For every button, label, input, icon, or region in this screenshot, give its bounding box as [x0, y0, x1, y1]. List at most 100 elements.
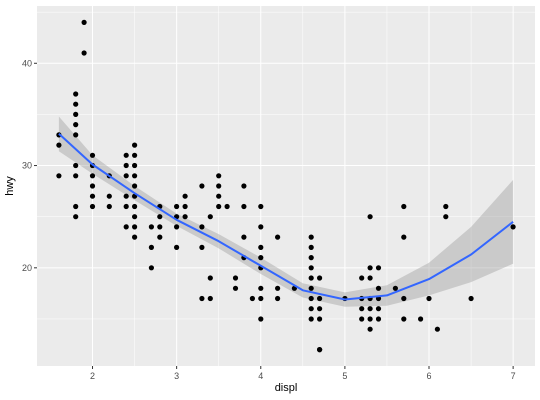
data-point — [199, 183, 205, 189]
data-point — [308, 244, 314, 250]
data-point — [199, 224, 205, 230]
x-axis-ticks: 2 3 4 5 6 7 — [90, 366, 516, 381]
data-point — [258, 255, 264, 261]
data-point — [317, 295, 323, 302]
data-point — [132, 183, 138, 189]
data-point — [308, 316, 314, 322]
x-tick-label: 3 — [174, 371, 179, 381]
data-point — [132, 162, 138, 169]
data-point — [89, 193, 96, 199]
data-point — [367, 306, 373, 312]
data-point — [174, 244, 180, 250]
smooth-fit-line — [58, 133, 514, 301]
data-point — [401, 203, 407, 210]
x-tick-label: 7 — [511, 371, 516, 381]
x-tick-label: 2 — [90, 371, 95, 381]
data-point — [56, 173, 62, 179]
data-point — [308, 295, 314, 302]
data-point — [157, 234, 163, 240]
data-point — [157, 224, 163, 230]
data-point — [182, 214, 188, 220]
data-point — [216, 173, 222, 179]
data-point — [401, 316, 407, 322]
data-point — [510, 224, 516, 230]
data-point — [375, 265, 382, 271]
data-point — [216, 203, 222, 210]
data-point — [258, 295, 264, 302]
data-point — [367, 214, 373, 220]
data-point — [132, 173, 138, 179]
data-point — [275, 234, 281, 240]
data-point — [182, 193, 188, 199]
data-point — [89, 183, 96, 189]
data-point — [132, 152, 138, 158]
data-point — [73, 122, 79, 128]
data-point — [258, 285, 264, 291]
y-tick-label: 40 — [22, 58, 32, 68]
x-tick-label: 5 — [342, 371, 347, 381]
data-point — [224, 203, 230, 210]
data-point — [182, 203, 188, 210]
data-point — [132, 224, 138, 230]
data-point — [317, 316, 323, 322]
data-point — [418, 316, 424, 322]
data-point — [241, 183, 247, 189]
data-point — [148, 265, 154, 271]
data-point — [367, 275, 373, 281]
data-point — [258, 203, 264, 210]
y-axis-title: hwy — [4, 176, 16, 196]
data-point — [106, 203, 112, 210]
data-point — [123, 162, 129, 169]
data-point — [241, 234, 247, 240]
data-point — [132, 203, 138, 210]
data-point — [207, 214, 213, 220]
data-point — [216, 183, 222, 189]
data-point — [443, 214, 449, 220]
data-point — [443, 203, 449, 210]
data-point — [392, 285, 398, 291]
data-point — [89, 203, 96, 210]
data-point — [375, 306, 382, 312]
smooth-line-layer — [58, 133, 514, 301]
data-point — [426, 295, 432, 302]
data-point — [308, 255, 314, 261]
data-point — [73, 173, 79, 179]
major-gridlines — [37, 6, 535, 366]
y-tick-label: 30 — [22, 161, 32, 171]
data-point — [73, 162, 79, 169]
data-point — [123, 193, 129, 199]
data-point — [401, 234, 407, 240]
data-point — [132, 234, 138, 240]
data-point — [123, 152, 129, 158]
data-point — [207, 275, 213, 281]
data-point — [132, 142, 138, 148]
data-point — [359, 275, 365, 281]
data-point — [148, 244, 154, 250]
data-point — [308, 275, 314, 281]
plot-panel — [37, 6, 535, 366]
data-point — [232, 285, 239, 291]
data-point — [199, 295, 205, 302]
data-point — [73, 91, 79, 97]
data-point — [258, 316, 264, 322]
data-point — [106, 193, 112, 199]
data-point — [73, 111, 79, 117]
data-point — [174, 224, 180, 230]
data-point — [359, 316, 365, 322]
data-point — [207, 295, 213, 302]
data-point — [73, 132, 79, 138]
data-point — [275, 295, 281, 302]
y-axis-ticks: 20 30 40 — [22, 58, 37, 273]
data-point — [308, 285, 314, 291]
data-point — [232, 275, 239, 281]
data-point — [73, 101, 79, 107]
data-point — [249, 295, 255, 302]
data-point — [81, 50, 87, 56]
data-point — [123, 203, 129, 210]
points-layer — [56, 19, 516, 353]
data-point — [375, 285, 382, 291]
minor-gridlines — [37, 6, 535, 366]
data-point — [317, 347, 323, 353]
data-point — [81, 19, 87, 25]
